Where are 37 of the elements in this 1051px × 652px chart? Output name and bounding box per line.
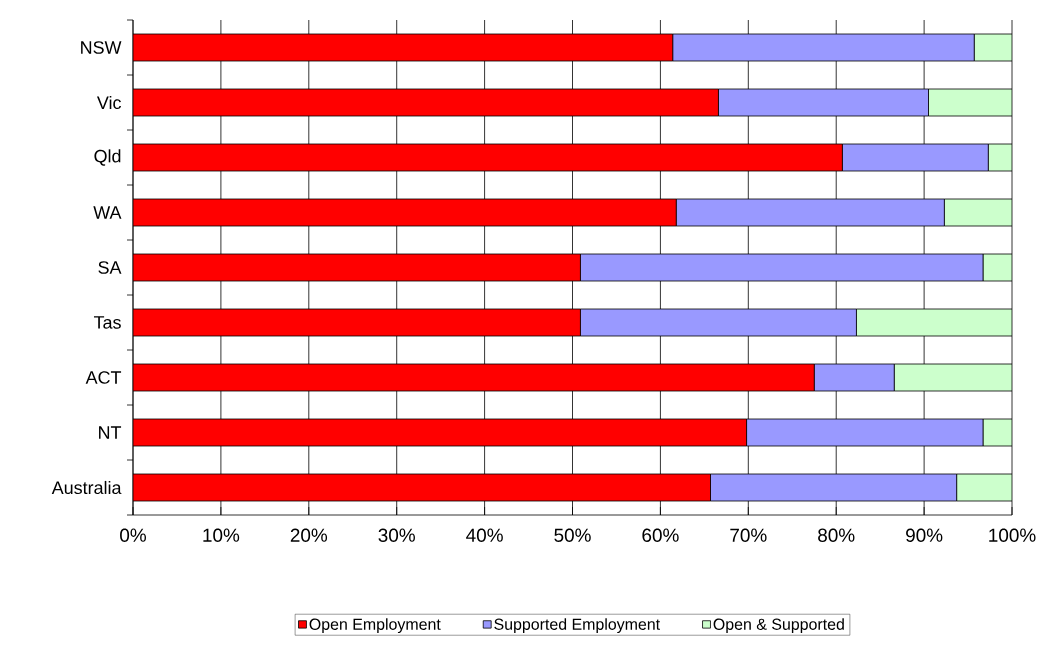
legend-label: Open & Supported xyxy=(713,618,844,634)
y-tick-label: NSW xyxy=(81,41,122,54)
bar xyxy=(133,198,677,227)
bar xyxy=(133,308,581,337)
y-tick-label: SA xyxy=(98,261,122,274)
x-tick-label: 30% xyxy=(378,528,415,542)
bar xyxy=(133,143,843,172)
x-tick-label: 100% xyxy=(989,528,1036,542)
y-tick-label: WA xyxy=(93,206,122,219)
x-tick-label: 70% xyxy=(730,528,767,542)
x-tick-label: 20% xyxy=(290,528,328,542)
bar xyxy=(133,473,711,502)
legend-label: Open Employment xyxy=(309,618,441,634)
x-tick-label: 10% xyxy=(203,528,240,542)
bar xyxy=(943,198,1013,227)
bar xyxy=(956,473,1013,502)
y-tick-label: Qld xyxy=(94,149,121,166)
x-tick-label: 50% xyxy=(554,528,591,542)
bar xyxy=(133,363,815,392)
x-tick-label: 40% xyxy=(466,528,503,542)
bar xyxy=(893,363,1013,392)
bar xyxy=(133,88,719,117)
bar xyxy=(928,88,1013,117)
bar xyxy=(133,33,674,62)
x-tick-label: 0% xyxy=(120,528,146,542)
bar xyxy=(133,253,581,282)
bar xyxy=(856,308,1013,337)
bar xyxy=(133,418,747,447)
y-tick-label: Australia xyxy=(51,480,122,495)
y-tick-label: NT xyxy=(99,426,122,439)
x-tick-label: 90% xyxy=(906,528,943,542)
y-tick-label: Tas xyxy=(93,316,121,329)
legend-label: Supported Employment xyxy=(494,618,660,634)
x-tick-label: 60% xyxy=(642,528,679,542)
y-tick-label: Vic xyxy=(96,95,122,110)
y-tick-label: ACT xyxy=(85,371,122,384)
x-tick-label: 80% xyxy=(818,528,855,542)
